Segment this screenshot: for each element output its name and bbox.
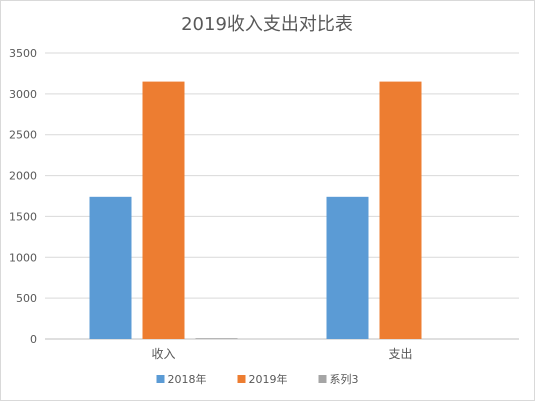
- legend-label: 2019年: [249, 372, 288, 386]
- legend-swatch: [156, 375, 165, 383]
- bar-2018年-收入: [89, 196, 132, 339]
- legend-label: 2018年: [168, 372, 207, 386]
- bar-2019年-支出: [379, 81, 422, 339]
- x-category-label: 支出: [388, 347, 412, 361]
- y-tick-label: 3500: [9, 47, 37, 60]
- x-category-label: 收入: [151, 347, 175, 361]
- bar-2018年-支出: [326, 196, 369, 339]
- y-tick-label: 2000: [9, 170, 37, 183]
- y-tick-label: 2500: [9, 129, 37, 142]
- y-tick-label: 500: [16, 292, 37, 305]
- bars: [89, 81, 422, 339]
- legend: 2018年 2019年 系列3: [156, 372, 359, 386]
- legend-label: 系列3: [330, 372, 359, 386]
- y-tick-label: 0: [30, 333, 37, 346]
- legend-swatch: [237, 375, 246, 383]
- y-tick-label: 1500: [9, 210, 37, 223]
- y-axis: 0 500 1000 1500 2000 2500 3000 3500: [9, 47, 37, 346]
- chart-title: 2019收入支出对比表: [181, 14, 353, 35]
- y-tick-label: 3000: [9, 88, 37, 101]
- x-axis: 收入 支出: [151, 347, 412, 361]
- y-tick-label: 1000: [9, 251, 37, 264]
- legend-swatch: [318, 375, 327, 383]
- bar-系列3-收入: [195, 338, 238, 339]
- bar-2019年-收入: [142, 81, 185, 339]
